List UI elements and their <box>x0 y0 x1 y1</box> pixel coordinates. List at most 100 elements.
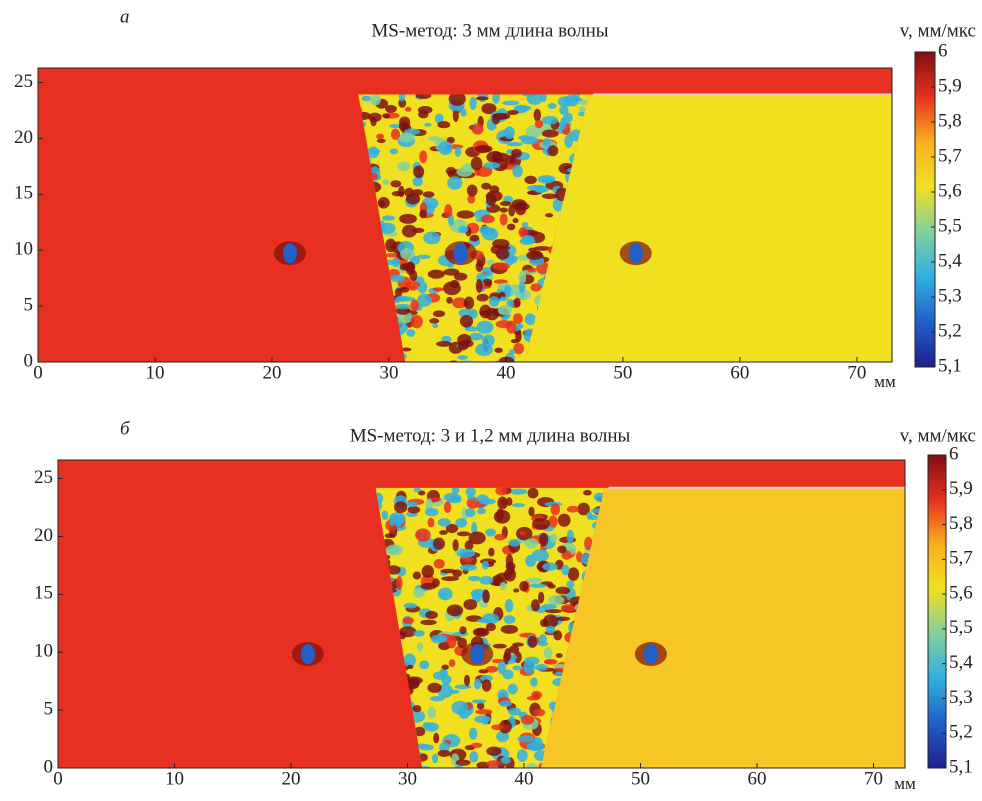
texture-blob <box>398 94 406 102</box>
colorbar-tick-label: 5,8 <box>938 110 962 131</box>
texture-blob <box>456 167 473 177</box>
texture-blob <box>566 505 580 513</box>
texture-blob <box>381 510 389 520</box>
y-tick-label: 15 <box>34 583 53 604</box>
texture-blob <box>443 268 460 276</box>
colorbar-tick-label: 5,2 <box>949 722 973 743</box>
texture-blob <box>504 598 514 613</box>
texture-blob <box>468 308 478 319</box>
texture-blob <box>480 674 493 682</box>
texture-blob <box>432 537 446 550</box>
texture-blob <box>531 549 549 562</box>
texture-blob <box>412 704 422 713</box>
texture-blob <box>419 150 428 164</box>
texture-blob <box>497 496 508 510</box>
texture-blob <box>451 700 469 715</box>
texture-blob <box>415 528 431 542</box>
texture-blob <box>479 576 494 585</box>
texture-blob <box>434 113 444 124</box>
defect <box>470 644 485 665</box>
texture-blob <box>577 99 589 105</box>
colorbar-tick-label: 6 <box>938 40 948 61</box>
texture-blob <box>498 719 512 734</box>
texture-blob <box>376 138 386 144</box>
texture-blob <box>438 641 451 651</box>
texture-blob <box>555 586 571 595</box>
texture-blob <box>408 677 421 688</box>
texture-blob <box>482 589 490 604</box>
texture-blob <box>474 627 487 636</box>
y-tick-label: 25 <box>34 467 53 488</box>
texture-blob <box>403 653 416 668</box>
texture-blob <box>493 279 508 284</box>
texture-blob <box>547 145 559 157</box>
texture-blob <box>506 320 517 334</box>
texture-blob <box>486 746 502 756</box>
texture-blob <box>398 132 415 143</box>
texture-blob <box>476 702 485 710</box>
defect <box>300 644 315 665</box>
texture-blob <box>499 582 507 591</box>
texture-blob <box>368 112 382 122</box>
texture-blob <box>486 760 502 768</box>
texture-blob <box>475 279 483 293</box>
texture-blob <box>394 303 411 310</box>
texture-blob <box>545 213 554 218</box>
texture-blob <box>508 645 520 654</box>
texture-blob <box>455 759 471 766</box>
texture-blob <box>432 753 439 764</box>
texture-blob <box>451 487 460 495</box>
chart-title: MS-метод: 3 и 1,2 мм длина волны <box>350 425 631 446</box>
texture-blob <box>481 182 492 190</box>
texture-blob <box>478 669 489 674</box>
texture-blob <box>584 536 593 551</box>
texture-blob <box>385 544 404 556</box>
texture-blob <box>482 334 495 347</box>
texture-blob <box>484 228 496 236</box>
texture-blob <box>427 706 437 719</box>
texture-blob <box>495 248 510 260</box>
texture-blob <box>475 260 484 272</box>
texture-blob <box>445 523 459 534</box>
texture-blob <box>452 539 459 552</box>
texture-blob <box>466 184 478 197</box>
texture-blob <box>486 193 497 206</box>
texture-blob <box>559 105 569 116</box>
texture-blob <box>389 514 396 527</box>
texture-blob <box>369 94 381 106</box>
texture-blob <box>529 583 547 588</box>
texture-blob <box>410 314 423 329</box>
texture-blob <box>489 296 500 307</box>
texture-blob <box>526 695 540 701</box>
texture-blob <box>474 144 493 153</box>
texture-blob <box>557 545 567 554</box>
texture-blob <box>492 94 500 104</box>
texture-blob <box>485 528 497 537</box>
texture-blob <box>409 269 418 282</box>
texture-blob <box>577 502 590 516</box>
defect <box>282 243 297 264</box>
texture-blob <box>509 488 528 495</box>
texture-blob <box>491 724 504 731</box>
texture-blob <box>463 674 471 687</box>
texture-blob <box>573 94 580 101</box>
panel-label: а <box>120 6 130 27</box>
texture-blob <box>457 355 468 360</box>
texture-blob <box>486 259 495 266</box>
texture-blob <box>541 129 559 138</box>
texture-blob <box>494 347 503 353</box>
texture-blob <box>586 511 593 520</box>
y-tick-label: 5 <box>24 294 34 315</box>
texture-blob <box>390 274 405 283</box>
texture-blob <box>410 299 419 312</box>
texture-blob <box>385 104 397 113</box>
colorbar-tick-label: 5,6 <box>938 180 962 201</box>
x-tick-label: 30 <box>379 362 398 383</box>
texture-blob <box>482 716 489 726</box>
x-tick-label: 0 <box>33 362 43 383</box>
texture-blob <box>397 161 411 171</box>
texture-blob <box>500 624 519 634</box>
texture-blob <box>441 576 460 582</box>
texture-blob <box>425 610 438 620</box>
